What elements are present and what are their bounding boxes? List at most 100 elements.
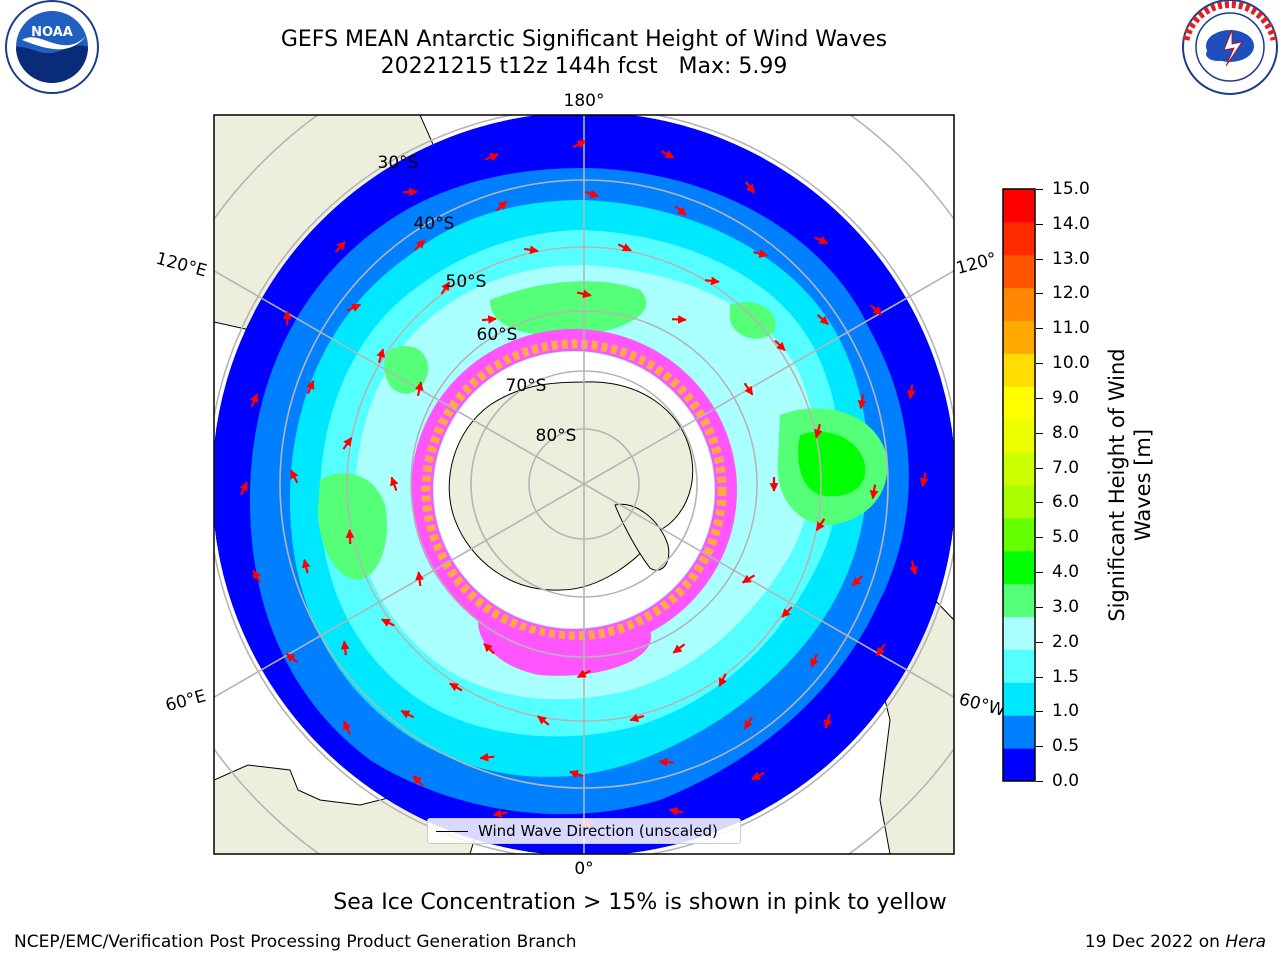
wind-wave-arrow: [751, 771, 765, 781]
colorbar-block: [1003, 649, 1035, 683]
wind-wave-arrow: [584, 189, 599, 198]
wind-wave-arrow: [340, 640, 350, 656]
wind-wave-arrow: [414, 381, 424, 397]
colorbar-tick-label: 6.0: [1052, 492, 1080, 513]
colorbar: [1002, 188, 1036, 782]
wind-wave-arrow: [334, 241, 346, 253]
colorbar-tick-mark: [1036, 502, 1043, 504]
lon-label-120w: 120°: [954, 249, 999, 279]
lat-label-60s: 60°S: [477, 325, 518, 345]
footer-credit: NCEP/EMC/Verification Post Processing Pr…: [14, 932, 577, 952]
colorbar-tick-label: 0.0: [1052, 771, 1080, 791]
colorbar-tick-label: 15.0: [1052, 179, 1090, 199]
colorbar-tick-mark: [1036, 467, 1043, 469]
colorbar-tick-label: 14.0: [1052, 213, 1090, 234]
wind-wave-arrow: [412, 774, 424, 787]
lon-label-0: 0°: [574, 859, 593, 879]
colorbar-tick-mark: [1036, 746, 1043, 748]
colorbar-tick-mark: [1036, 223, 1043, 225]
wind-wave-arrow: [252, 569, 262, 584]
wind-wave-arrow: [569, 770, 584, 779]
colorbar-tick-label: 5.0: [1052, 527, 1080, 548]
wind-wave-arrow: [402, 187, 418, 197]
colorbar-tick-label: 2.0: [1052, 631, 1080, 652]
wind-wave-arrow: [743, 382, 754, 396]
colorbar-tick-label: 11.0: [1052, 318, 1090, 339]
wind-wave-arrow: [249, 393, 259, 408]
wind-wave-arrow: [481, 315, 497, 324]
colorbar-block: [1003, 715, 1035, 749]
colorbar-tick-label: 8.0: [1052, 422, 1080, 443]
colorbar-tick-mark: [1036, 781, 1043, 782]
legend-label: Wind Wave Direction (unscaled): [478, 822, 718, 840]
noaa-logo-text: NOAA: [31, 25, 73, 40]
wind-wave-arrow: [342, 720, 352, 735]
footer-host: Hera: [1225, 932, 1266, 952]
wind-wave-arrow: [345, 529, 355, 545]
wind-wave-arrow: [753, 249, 769, 258]
colorbar-tick-mark: [1036, 641, 1043, 643]
colorbar-block: [1003, 254, 1035, 289]
wind-wave-arrow: [289, 469, 299, 484]
wind-wave-arrow: [537, 715, 550, 726]
wind-wave-arrow: [919, 472, 929, 488]
colorbar-block: [1003, 517, 1035, 552]
wind-wave-arrow: [870, 304, 883, 316]
lat-label-80s: 80°S: [536, 426, 577, 446]
nws-logo: [1182, 0, 1278, 95]
wind-wave-arrow: [629, 713, 645, 722]
colorbar-tick-mark: [1036, 606, 1043, 608]
colorbar-block: [1003, 419, 1035, 453]
colorbar-block: [1003, 616, 1035, 650]
chart-subtitle: 20221215 t12z 144h fcst Max: 5.99: [380, 54, 788, 79]
wind-wave-arrow: [658, 757, 674, 767]
wind-wave-arrow: [523, 245, 539, 255]
wind-wave-arrow: [440, 281, 451, 295]
wind-wave-arrow: [718, 673, 727, 687]
colorbar-tick-label: 9.0: [1052, 387, 1080, 408]
colorbar-tick-mark: [1036, 363, 1043, 365]
graticule: [214, 115, 954, 854]
colorbar-tick-label: 1.5: [1052, 666, 1080, 687]
colorbar-label: Significant Height of Wind Waves [m]: [1105, 348, 1155, 622]
wind-wave-arrow: [744, 181, 756, 194]
wind-wave-arrow: [414, 239, 426, 251]
wind-wave-arrow: [815, 518, 826, 532]
wind-wave-arrow: [743, 716, 754, 730]
wind-wave-arrow: [376, 348, 385, 364]
wind-wave-arrow: [347, 303, 361, 312]
footer-date-text: 19 Dec 2022 on: [1084, 932, 1220, 952]
wind-wave-arrow: [239, 481, 248, 496]
wind-wave-arrow: [381, 618, 395, 627]
wind-wave-arrow: [810, 653, 819, 668]
wind-wave-arrow: [306, 380, 315, 395]
colorbar-block: [1003, 485, 1035, 519]
wind-wave-arrow: [301, 558, 311, 574]
wind-wave-arrow: [576, 289, 592, 299]
colorbar-block: [1003, 189, 1035, 223]
wind-wave-arrow: [906, 384, 916, 400]
wind-wave-arrow: [909, 560, 918, 576]
wind-wave-arrow: [774, 339, 786, 352]
wind-wave-arrow: [816, 314, 829, 326]
wind-wave-arrow: [668, 807, 684, 816]
wind-wave-arrow: [704, 276, 720, 286]
colorbar-block: [1003, 386, 1035, 420]
wind-wave-arrow: [492, 809, 508, 818]
wind-wave-arrow: [869, 484, 879, 500]
wind-wave-arrow: [851, 575, 864, 587]
lon-label-60w: 60°W: [957, 690, 1008, 722]
wind-wave-arrow: [875, 643, 886, 657]
wind-wave-arrow: [674, 205, 687, 216]
colorbar-tick-mark: [1036, 711, 1043, 713]
colorbar-tick-label: 7.0: [1052, 457, 1080, 478]
colorbar-tick-mark: [1036, 676, 1043, 678]
colorbar-tick-mark: [1036, 572, 1043, 574]
colorbar-tick-mark: [1036, 189, 1043, 190]
wind-wave-arrow: [572, 139, 587, 149]
noaa-logo: NOAA: [5, 0, 99, 94]
wind-wave-arrow: [479, 752, 495, 762]
colorbar-tick-mark: [1036, 537, 1043, 539]
colorbar-tick-mark: [1036, 328, 1043, 330]
